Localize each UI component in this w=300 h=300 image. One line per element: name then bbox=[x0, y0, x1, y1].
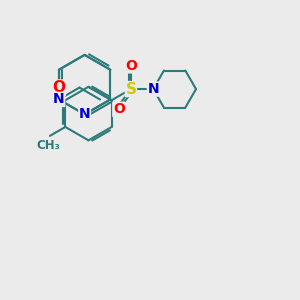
Text: N: N bbox=[53, 92, 65, 106]
Text: O: O bbox=[125, 59, 137, 73]
Text: N: N bbox=[79, 107, 90, 121]
Text: O: O bbox=[113, 102, 125, 116]
Text: O: O bbox=[52, 80, 65, 95]
Text: CH₃: CH₃ bbox=[37, 140, 60, 152]
Text: N: N bbox=[147, 82, 159, 96]
Text: S: S bbox=[125, 82, 136, 97]
